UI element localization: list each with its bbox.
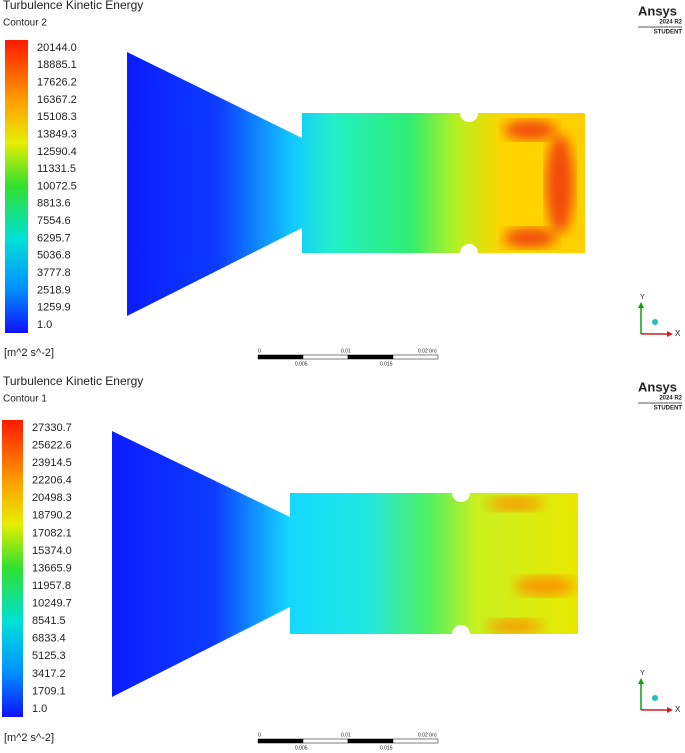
hot-zone (546, 134, 574, 234)
scale-segment (347, 354, 394, 360)
legend-label: 18885.1 (37, 59, 77, 71)
logo-brand: Ansys (638, 3, 677, 18)
scale-segment (257, 354, 304, 360)
scale-segment (302, 738, 349, 744)
scale-label: 0.005 (295, 361, 308, 367)
axis-x-head (667, 331, 673, 337)
flow-domain (127, 52, 585, 316)
legend-label: 18790.2 (32, 510, 72, 522)
scale-segment (257, 738, 304, 744)
logo-edition: STUDENT (654, 30, 683, 36)
scale-label: 0 (258, 732, 261, 738)
legend-label: 11331.5 (37, 163, 76, 175)
axis-y-label: Y (640, 294, 645, 301)
legend-label: 13665.9 (32, 562, 72, 574)
legend-label: 15108.3 (37, 111, 77, 123)
legend-label: 7554.6 (37, 215, 71, 227)
axis-y-head (638, 678, 644, 684)
panel-title: Turbulence Kinetic Energy (3, 0, 143, 12)
legend-label: 23914.5 (32, 457, 72, 469)
legend-label: 25622.6 (32, 439, 72, 451)
color-bar (2, 420, 23, 717)
legend-label: 17082.1 (32, 527, 72, 539)
scale-label: 0 (258, 348, 261, 354)
scale-segment (347, 738, 394, 744)
scale-label: 0.01 (341, 348, 351, 354)
color-bar (5, 40, 28, 333)
legend-label: 1709.1 (32, 685, 66, 697)
unit-label: [m^2 s^-2] (4, 732, 54, 744)
legend-label: 20498.3 (32, 492, 72, 504)
legend-label: 15374.0 (32, 545, 72, 557)
legend-label: 27330.7 (32, 422, 72, 434)
panel-subtitle: Contour 2 (3, 18, 47, 29)
scale-label: 0.02 (m) (418, 732, 437, 738)
legend-label: 5036.8 (37, 250, 71, 262)
legend-label: 16367.2 (37, 94, 77, 106)
scale-label: 0.01 (341, 732, 351, 738)
legend-label: 10249.7 (32, 598, 72, 610)
scale-label: 0.005 (295, 745, 308, 751)
hot-zone (487, 497, 543, 511)
legend-label: 22206.4 (32, 475, 72, 487)
hot-zones (487, 497, 575, 633)
legend-label: 13849.3 (37, 128, 77, 140)
legend-label: 11957.8 (32, 580, 71, 592)
scale-label: 0.015 (380, 361, 393, 367)
legend-label: 10072.5 (37, 180, 77, 192)
hot-zone (487, 619, 543, 633)
hot-zones (504, 120, 574, 248)
axis-x-head (667, 707, 673, 713)
contour-panel: Turbulence Kinetic Energy Contour 2 20144.… (3, 0, 683, 367)
contour-panel: Turbulence Kinetic Energy Contour 1 27330.… (2, 374, 683, 751)
legend-label: 1.0 (32, 703, 47, 715)
axis-x-label: X (675, 329, 681, 338)
scale-segment (392, 738, 439, 744)
axis-x-label: X (675, 705, 681, 714)
legend-label: 1.0 (37, 319, 52, 331)
legend-label: 17626.2 (37, 77, 77, 89)
legend-label: 8813.6 (37, 198, 71, 210)
flow-domain (112, 431, 578, 697)
scale-label: 0.02 (m) (418, 348, 437, 354)
legend-label: 3417.2 (32, 668, 66, 680)
logo-version: 2024 R2 (659, 20, 682, 26)
axis-z (652, 695, 658, 701)
axis-y-label: Y (640, 670, 645, 677)
logo-brand: Ansys (638, 379, 677, 394)
logo-version: 2024 R2 (659, 396, 682, 402)
legend-label: 3777.8 (37, 267, 71, 279)
panel-subtitle: Contour 1 (3, 394, 47, 405)
unit-label: [m^2 s^-2] (4, 347, 54, 359)
legend-label: 2518.9 (37, 284, 71, 296)
legend-label: 6295.7 (37, 232, 71, 244)
legend-label: 5125.3 (32, 650, 66, 662)
axis-z (652, 319, 658, 325)
legend-label: 1259.9 (37, 302, 71, 314)
hot-zone (515, 576, 575, 596)
legend-label: 12590.4 (37, 146, 77, 158)
legend-label: 6833.4 (32, 633, 66, 645)
hot-zone (504, 120, 556, 140)
logo-edition: STUDENT (654, 406, 683, 412)
axis-y-head (638, 302, 644, 308)
scale-label: 0.015 (380, 745, 393, 751)
hot-zone (504, 228, 556, 248)
scale-segment (392, 354, 439, 360)
legend-label: 20144.0 (37, 42, 77, 54)
legend-label: 8541.5 (32, 615, 66, 627)
panel-title: Turbulence Kinetic Energy (3, 374, 143, 388)
scale-segment (302, 354, 349, 360)
